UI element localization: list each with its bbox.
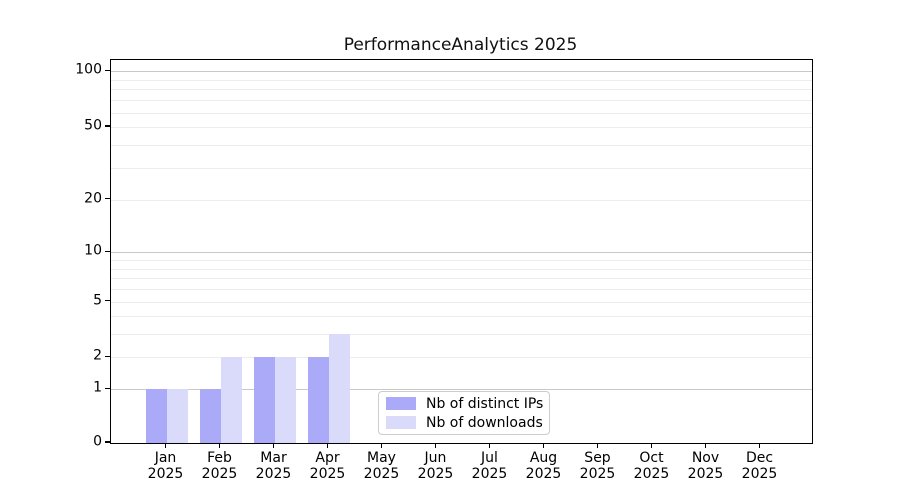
gridline [111,252,812,254]
x-tick-label: Aug 2025 [525,450,562,482]
legend-label: Nb of downloads [426,414,543,431]
y-tick-label: 2 [93,347,102,364]
bar-nb-of-distinct-ips-apr [307,357,329,443]
gridline [111,268,812,270]
bar-nb-of-downloads-jan [166,389,188,443]
y-tick-mark [105,197,110,200]
legend-label: Nb of distinct IPs [426,395,544,412]
x-tick-label: Jul 2025 [471,450,508,482]
bar-nb-of-downloads-mar [274,357,296,443]
gridline [111,289,812,290]
gridline [111,316,812,318]
x-tick-mark [542,443,545,448]
x-tick-mark [758,443,761,448]
x-tick-label: May 2025 [363,450,400,482]
gridline [111,334,812,336]
bar-nb-of-downloads-apr [328,334,350,443]
x-tick-label: Oct 2025 [633,450,670,482]
y-tick-label: 20 [84,190,102,207]
x-tick-label: Jun 2025 [417,450,454,482]
bar-nb-of-distinct-ips-feb [199,389,221,443]
legend-item: Nb of downloads [386,414,543,431]
gridline [111,145,812,146]
x-tick-label: Mar 2025 [255,450,292,482]
y-tick-label: 100 [75,61,102,78]
legend-swatch-downloads [386,416,416,429]
x-tick-label: Dec 2025 [741,450,778,482]
gridline [111,199,812,201]
gridline [111,389,812,391]
legend-swatch-distinct-ips [386,397,416,410]
bar-nb-of-distinct-ips-mar [253,357,275,443]
x-tick-label: Sep 2025 [579,450,616,482]
y-tick-mark [105,387,110,389]
x-tick-mark [164,443,167,448]
gridline [111,260,812,261]
legend: Nb of distinct IPs Nb of downloads [378,391,550,435]
y-tick-mark [105,299,110,302]
y-tick-mark [105,69,110,71]
gridline [111,71,812,73]
y-tick-label: 10 [84,242,102,259]
y-tick-label: 1 [93,379,102,396]
gridline [111,167,812,169]
x-tick-label: Jan 2025 [147,450,184,482]
gridline [111,112,812,114]
x-tick-label: Apr 2025 [309,450,346,482]
bar-nb-of-downloads-feb [220,357,242,443]
gridline [111,278,812,280]
x-tick-mark [380,443,383,448]
x-tick-mark [434,443,437,448]
x-tick-mark [488,443,491,448]
y-tick-label: 0 [93,433,102,450]
gridline [111,301,812,303]
gridline [111,100,812,102]
gridline [111,89,812,91]
y-tick-mark [105,125,110,127]
chart-title: PerformanceAnalytics 2025 [343,35,578,55]
x-tick-label: Nov 2025 [687,450,724,482]
gridline [111,357,812,359]
plot-area [110,59,813,444]
gridline [111,79,812,81]
x-tick-mark [272,443,275,448]
x-tick-mark [218,443,221,448]
bar-nb-of-distinct-ips-jan [145,389,167,443]
y-tick-mark [105,250,110,252]
x-tick-mark [596,443,599,448]
x-tick-label: Feb 2025 [201,450,238,482]
x-tick-mark [704,443,707,448]
legend-item: Nb of distinct IPs [386,395,544,412]
gridline [111,127,812,129]
y-tick-label: 50 [84,117,102,134]
y-tick-mark [105,355,110,357]
x-tick-mark [326,443,329,448]
y-tick-label: 5 [93,292,102,309]
y-tick-mark [105,441,110,443]
x-tick-mark [650,443,653,448]
